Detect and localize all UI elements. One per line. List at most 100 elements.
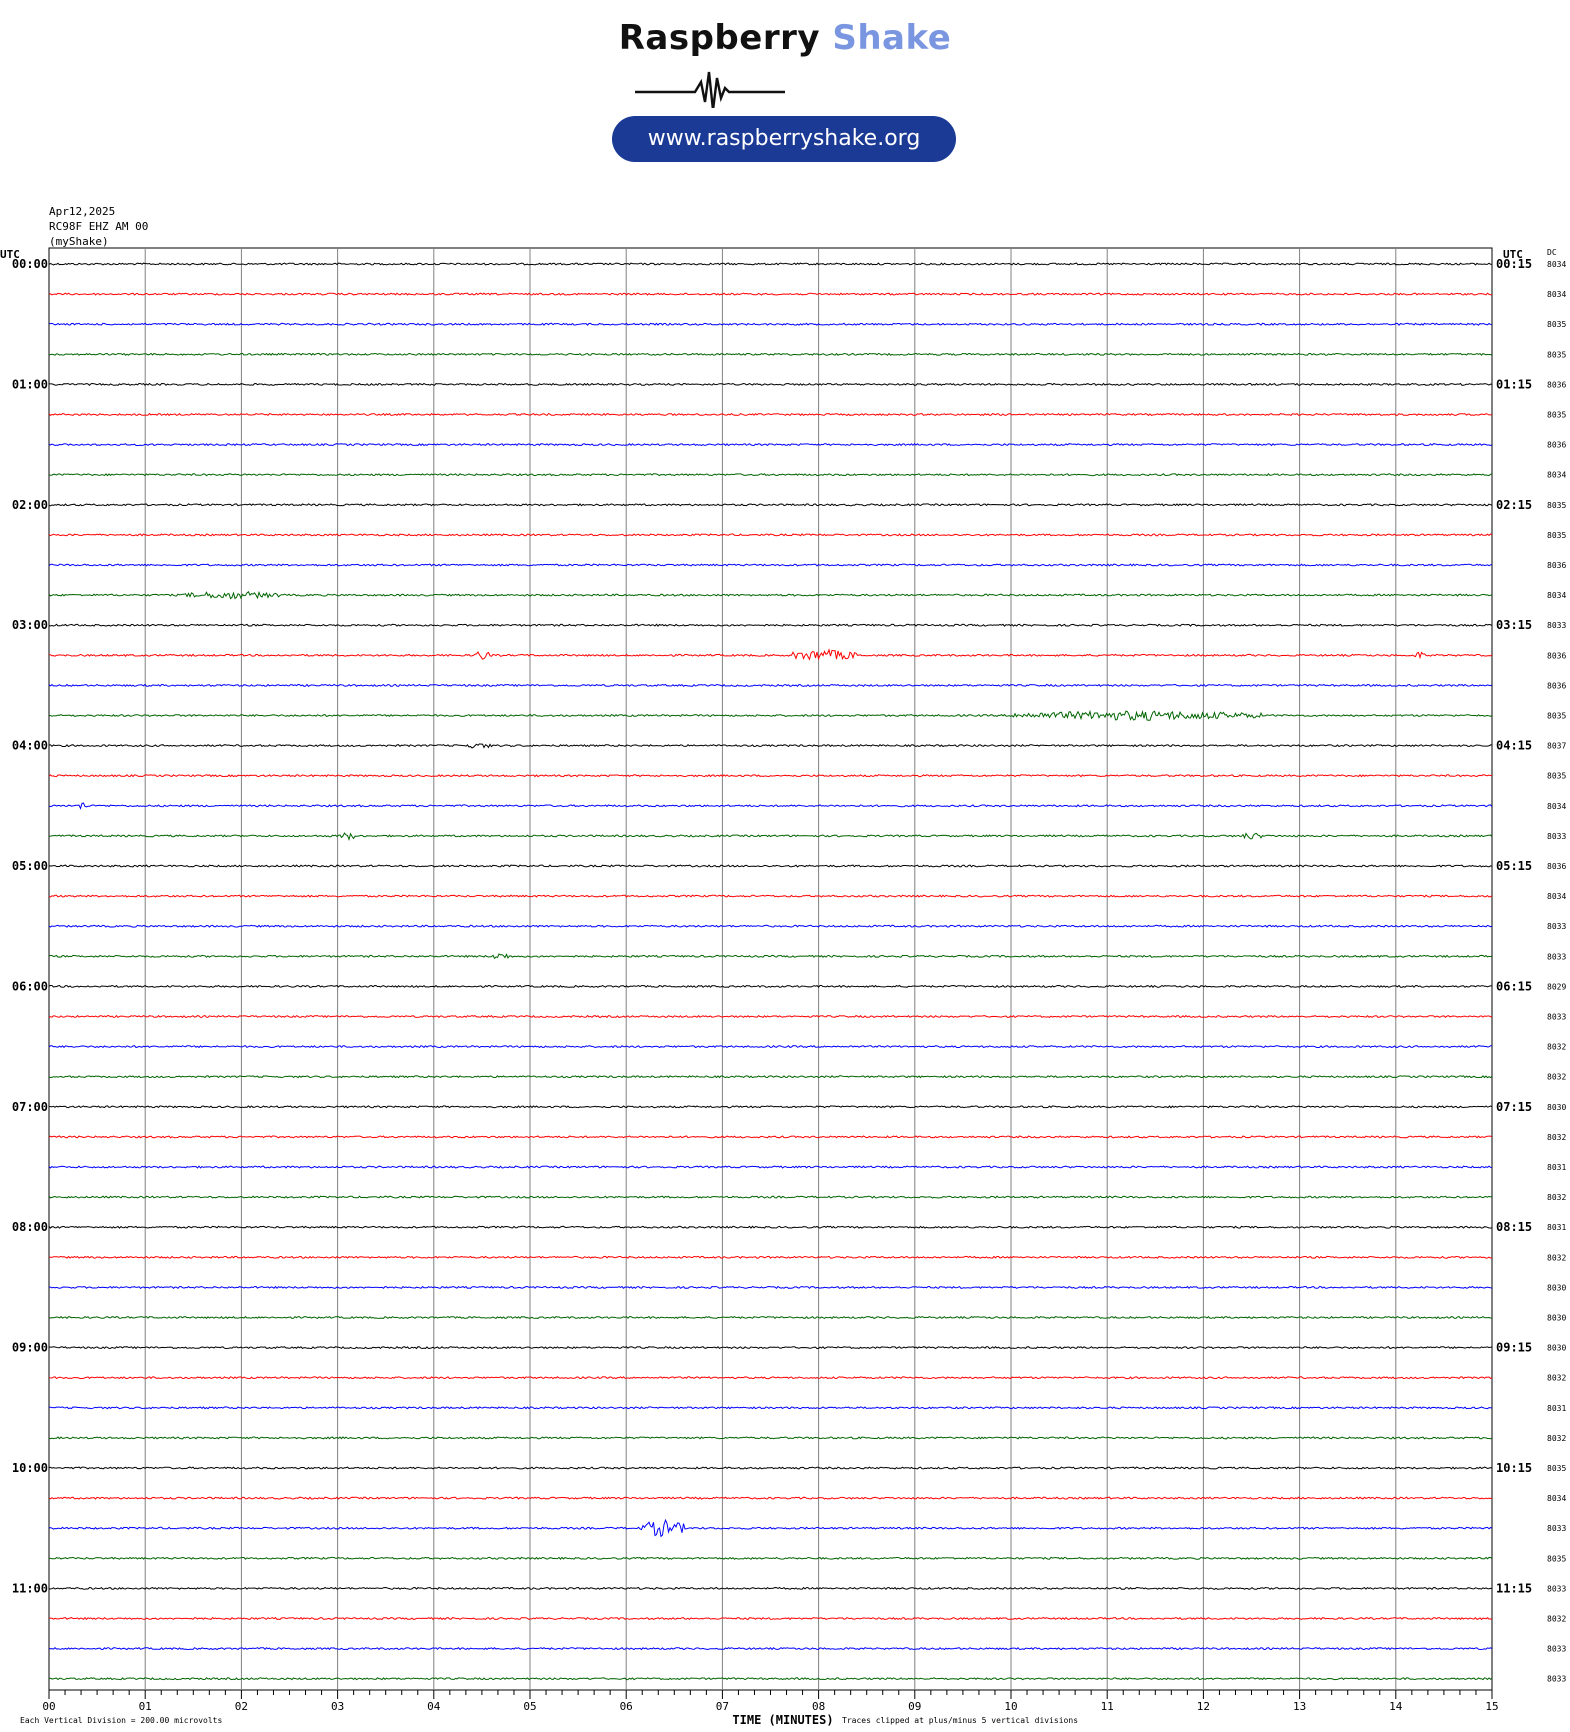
dc-offset-label: 8036	[1547, 681, 1566, 690]
trace-line	[48, 1496, 1493, 1500]
dc-offset-label: 8032	[1547, 1615, 1566, 1624]
trace-line	[48, 774, 1493, 778]
dc-offset-label: 8036	[1547, 441, 1566, 450]
dc-offset-label: 8032	[1547, 1073, 1566, 1082]
dc-offset-label: 8033	[1547, 1013, 1566, 1022]
hour-label-left: 00:00	[12, 257, 48, 271]
hour-label-right: 04:15	[1496, 739, 1532, 753]
station-label: RC98F EHZ AM 00	[49, 220, 149, 233]
dc-offset-label: 8034	[1547, 260, 1566, 269]
dc-offset-label: 8035	[1547, 531, 1566, 540]
network-label: (myShake)	[49, 235, 109, 248]
vertical-division-note: Each Vertical Division = 200.00 microvol…	[20, 1716, 222, 1725]
hour-label-right: 08:15	[1496, 1220, 1532, 1234]
dc-offset-label: 8031	[1547, 1163, 1566, 1172]
dc-offset-label: 8033	[1547, 952, 1566, 961]
x-tick-label: 11	[1101, 1700, 1114, 1713]
trace-line	[48, 1135, 1493, 1139]
utc-right-label: UTC	[1503, 248, 1523, 261]
hour-label-right: 09:15	[1496, 1341, 1532, 1355]
hour-label-left: 08:00	[12, 1220, 48, 1234]
trace-line	[49, 1285, 1493, 1290]
hour-label-right: 11:15	[1496, 1581, 1532, 1595]
dc-offset-label: 8030	[1547, 1344, 1566, 1353]
hour-label-right: 07:15	[1496, 1100, 1532, 1114]
x-tick-label: 09	[908, 1700, 921, 1713]
dc-offset-label: 8033	[1547, 832, 1566, 841]
dc-offset-label: 8034	[1547, 290, 1566, 299]
trace-line	[48, 382, 1493, 387]
clipping-note: Traces clipped at plus/minus 5 vertical …	[842, 1716, 1078, 1725]
dc-header-label: DC	[1547, 248, 1557, 257]
dc-offset-label: 8032	[1547, 1133, 1566, 1142]
trace-line	[48, 473, 1493, 477]
dc-offset-label: 8035	[1547, 411, 1566, 420]
x-tick-label: 02	[235, 1700, 248, 1713]
hour-label-right: 00:15	[1496, 257, 1532, 271]
trace-line	[48, 1586, 1493, 1591]
trace-line	[48, 1466, 1493, 1470]
dc-offset-label: 8032	[1547, 1374, 1566, 1383]
dc-offset-label: 8036	[1547, 651, 1566, 660]
dc-offset-label: 8033	[1547, 1524, 1566, 1533]
plot-frame	[48, 247, 1493, 1691]
trace-line	[48, 1646, 1493, 1651]
dc-offset-label: 8033	[1547, 1645, 1566, 1654]
trace-line	[48, 648, 1493, 661]
x-axis-title: TIME (MINUTES)	[732, 1713, 833, 1727]
dc-offset-label: 8034	[1547, 892, 1566, 901]
trace-line	[48, 984, 1493, 989]
trace-line	[48, 1045, 1492, 1049]
trace-line	[48, 352, 1493, 356]
trace-line	[48, 322, 1493, 326]
trace-line	[48, 412, 1493, 417]
dc-offset-label: 8032	[1547, 1193, 1566, 1202]
x-tick-label: 00	[42, 1700, 55, 1713]
hour-label-left: 05:00	[12, 859, 48, 873]
dc-offset-label: 8031	[1547, 1404, 1566, 1413]
trace-line	[48, 1556, 1493, 1560]
dc-offset-label: 8036	[1547, 380, 1566, 389]
x-tick-label: 07	[716, 1700, 729, 1713]
trace-line	[48, 1616, 1493, 1621]
trace-line	[48, 1225, 1492, 1229]
dc-offset-label: 8037	[1547, 742, 1566, 751]
trace-line	[48, 1346, 1493, 1350]
dc-offset-label: 8034	[1547, 1494, 1566, 1503]
dc-offset-label: 8034	[1547, 471, 1566, 480]
x-tick-label: 10	[1004, 1700, 1017, 1713]
dc-offset-label: 8033	[1547, 1584, 1566, 1593]
dc-offset-label: 8035	[1547, 1554, 1566, 1563]
hour-label-left: 11:00	[12, 1581, 48, 1595]
trace-line	[48, 832, 1493, 842]
dc-offset-label: 8032	[1547, 1434, 1566, 1443]
trace-line	[48, 894, 1493, 898]
trace-line	[48, 1518, 1493, 1538]
dc-offset-label: 8035	[1547, 772, 1566, 781]
trace-line	[48, 533, 1493, 537]
trace-line	[48, 1406, 1493, 1410]
hour-label-right: 01:15	[1496, 377, 1532, 391]
website-link[interactable]: www.raspberryshake.org	[612, 116, 956, 162]
trace-line	[48, 743, 1493, 749]
dc-offset-label: 8035	[1547, 1464, 1566, 1473]
dc-offset-label: 8036	[1547, 561, 1566, 570]
trace-line	[48, 503, 1493, 507]
seismic-wave-icon	[635, 71, 785, 108]
x-tick-label: 04	[427, 1700, 441, 1713]
dc-offset-label: 8032	[1547, 1253, 1566, 1262]
dc-offset-label: 8035	[1547, 501, 1566, 510]
hour-label-right: 02:15	[1496, 498, 1532, 512]
dc-offset-label: 8029	[1547, 982, 1566, 991]
trace-line	[48, 1436, 1493, 1440]
trace-line	[48, 1677, 1493, 1681]
hour-label-right: 06:15	[1496, 979, 1532, 993]
date-label: Apr12,2025	[49, 205, 116, 218]
dc-offset-label: 8033	[1547, 1675, 1566, 1684]
trace-line	[48, 683, 1493, 688]
hour-label-left: 07:00	[12, 1100, 48, 1114]
trace-line	[48, 1014, 1493, 1019]
dc-offset-label: 8034	[1547, 591, 1566, 600]
hour-label-left: 02:00	[12, 498, 48, 512]
dc-offset-label: 8035	[1547, 712, 1566, 721]
